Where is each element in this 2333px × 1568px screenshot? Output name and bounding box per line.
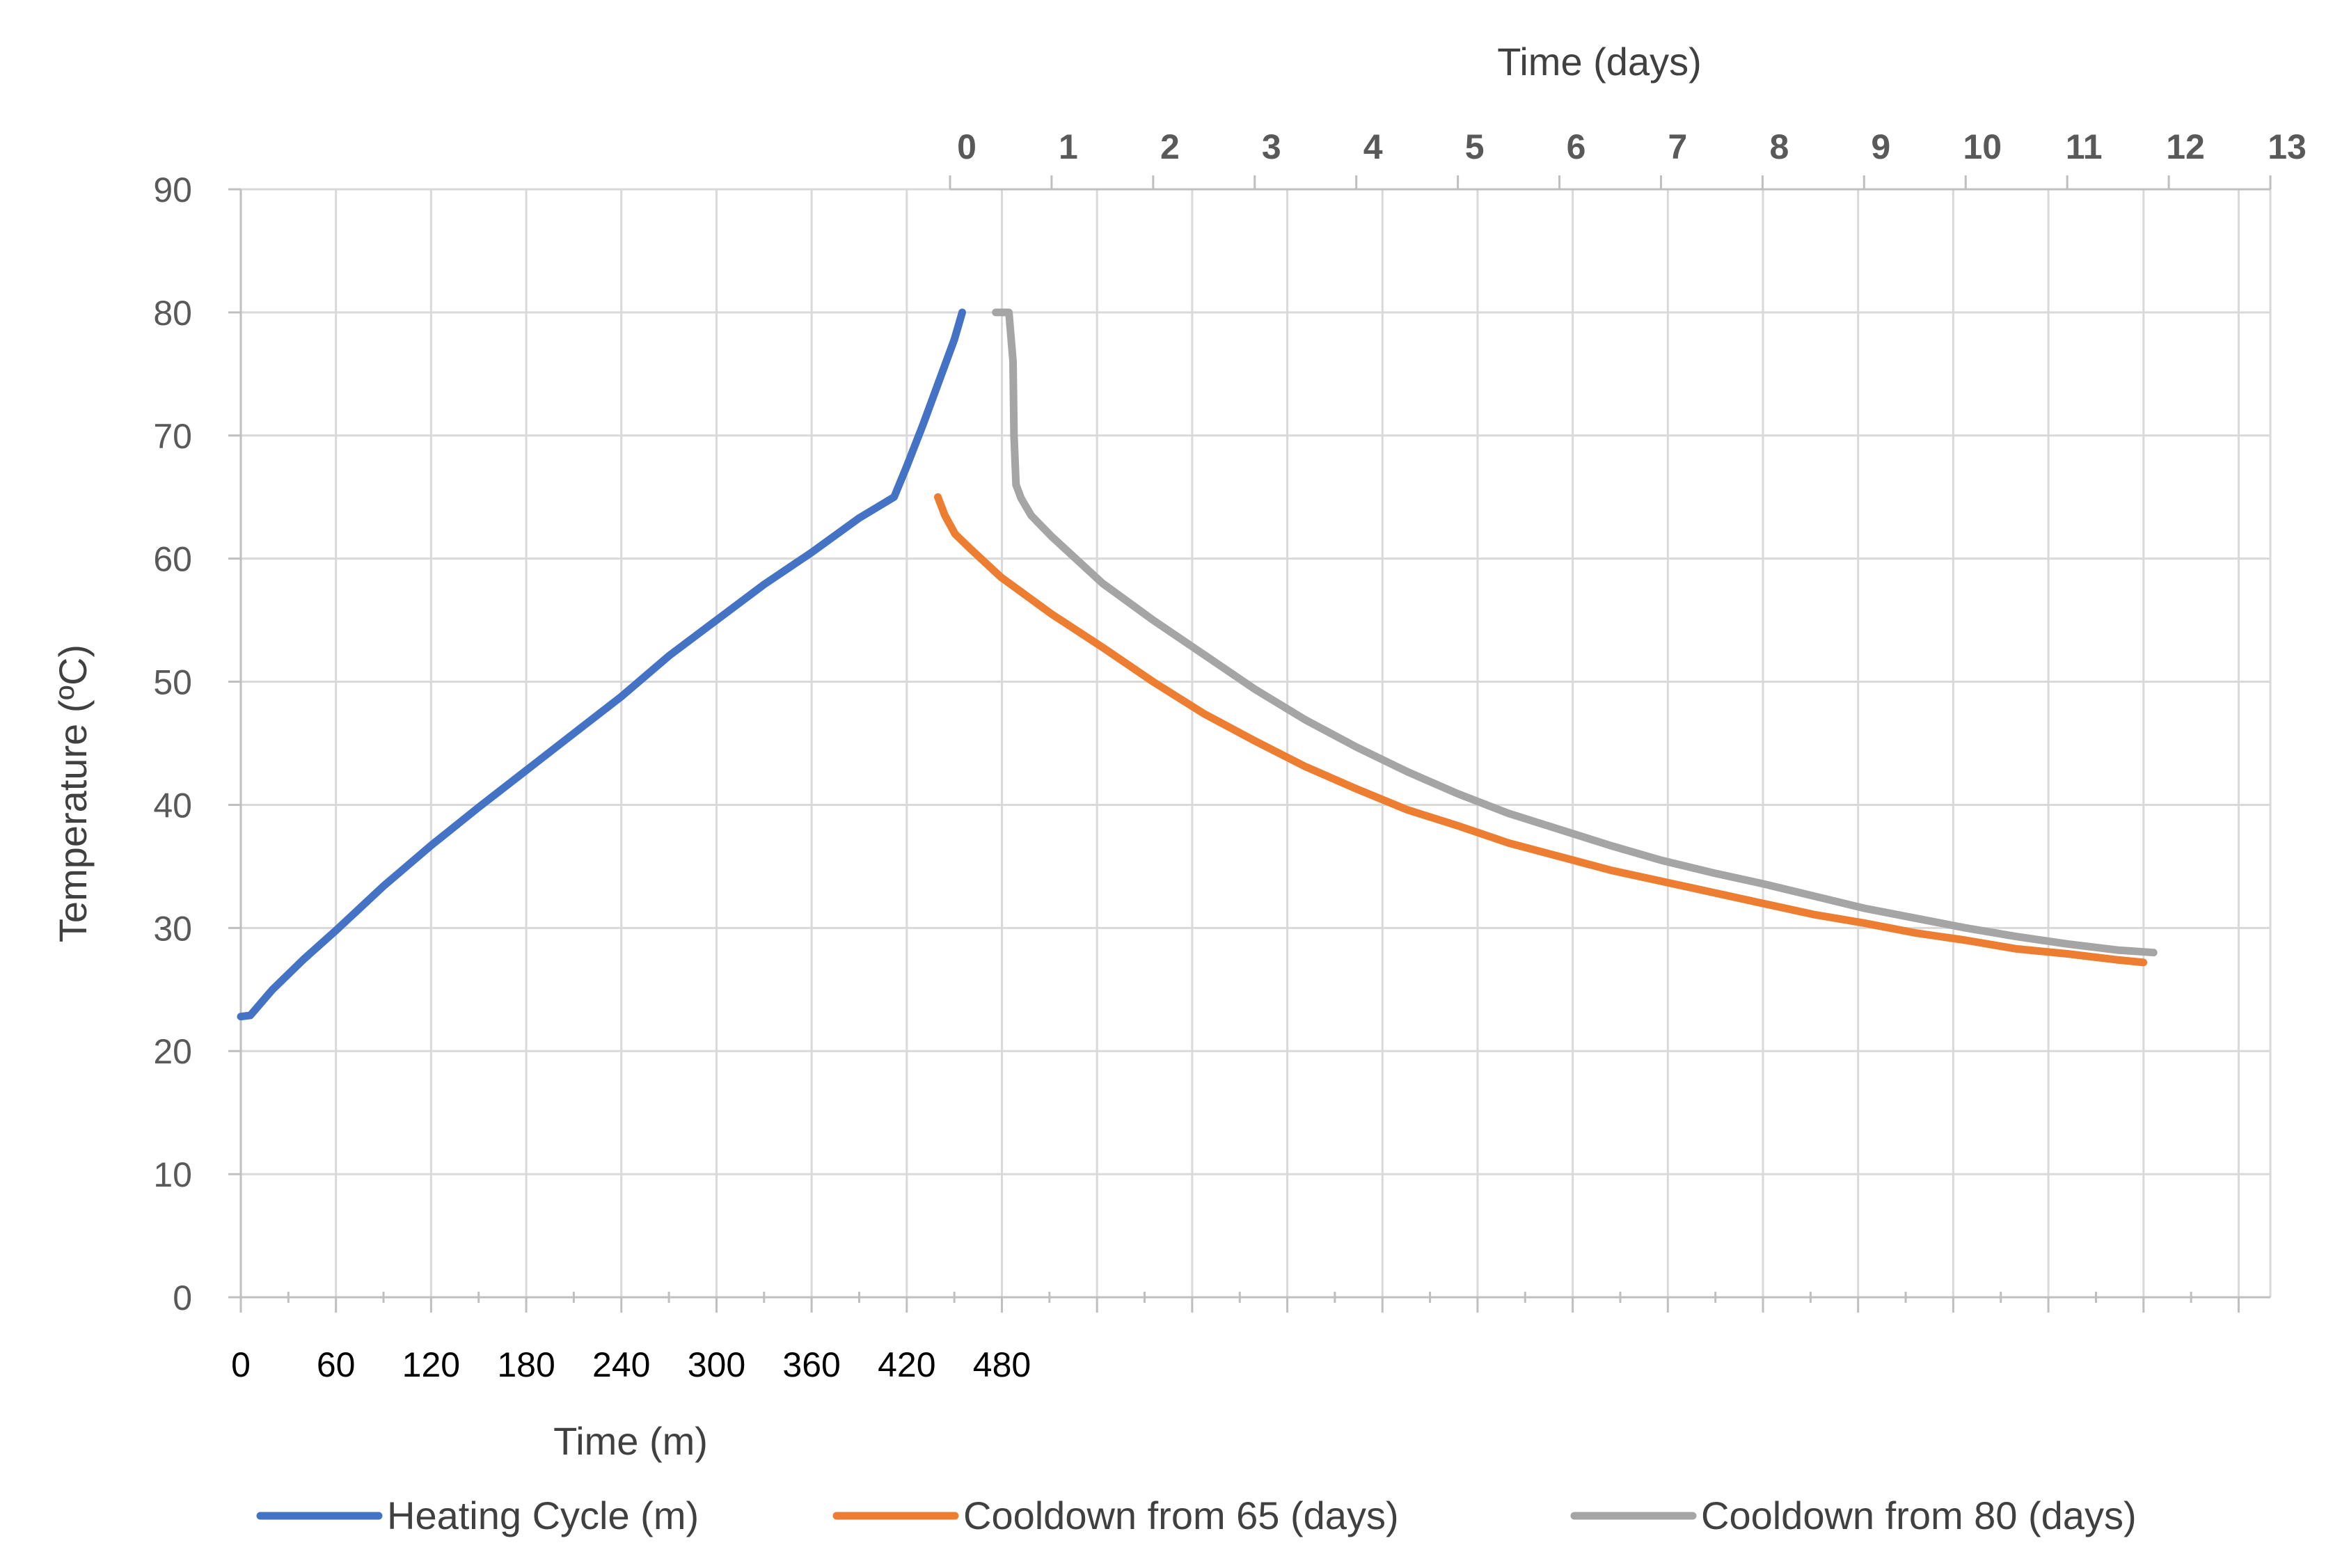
x-top-tick-label-5: 5 bbox=[1465, 127, 1485, 166]
x-axis-bottom-title: Time (m) bbox=[553, 1419, 708, 1463]
grid-lines bbox=[241, 188, 2272, 1297]
y-tick-label-50: 50 bbox=[153, 663, 192, 702]
y-tick-label-60: 60 bbox=[153, 540, 192, 579]
x-top-tick-label-10: 10 bbox=[1963, 127, 2002, 166]
x-bottom-tick-label-0: 0 bbox=[231, 1345, 251, 1384]
legend: Heating Cycle (m) Cooldown from 65 (days… bbox=[256, 1494, 2137, 1537]
series-line-0 bbox=[237, 308, 966, 1021]
legend-label-cooldown-65: Cooldown from 65 (days) bbox=[963, 1494, 1399, 1537]
x-top-tick-label-11: 11 bbox=[2066, 127, 2103, 166]
x-bottom-tick-label-300: 300 bbox=[688, 1345, 745, 1384]
y-tick-label-0: 0 bbox=[173, 1278, 192, 1317]
series-line-2 bbox=[992, 308, 2158, 957]
x-top-tick-label-0: 0 bbox=[957, 127, 976, 166]
x-bottom-tick-label-180: 180 bbox=[497, 1345, 555, 1384]
y-tick-label-20: 20 bbox=[153, 1032, 192, 1071]
y-tick-label-40: 40 bbox=[153, 786, 192, 825]
x-bottom-tick-label-120: 120 bbox=[402, 1345, 460, 1384]
y-axis-title: Temperature (ºC) bbox=[51, 644, 95, 942]
legend-label-cooldown-80: Cooldown from 80 (days) bbox=[1701, 1494, 2137, 1537]
x-bottom-tick-label-60: 60 bbox=[317, 1345, 356, 1384]
x-top-tick-label-12: 12 bbox=[2166, 127, 2205, 166]
legend-label-heating: Heating Cycle (m) bbox=[387, 1494, 699, 1537]
x-top-tick-label-2: 2 bbox=[1160, 127, 1180, 166]
y-tick-label-80: 80 bbox=[153, 294, 192, 333]
x-top-tick-label-7: 7 bbox=[1668, 127, 1688, 166]
x-bottom-tick-label-420: 420 bbox=[878, 1345, 935, 1384]
x-bottom-tick-label-480: 480 bbox=[973, 1345, 1031, 1384]
x-top-tick-label-1: 1 bbox=[1059, 127, 1078, 166]
y-tick-label-70: 70 bbox=[153, 417, 192, 456]
y-tick-label-90: 90 bbox=[153, 171, 192, 209]
x-axis-top-title: Time (days) bbox=[1497, 40, 1702, 84]
y-tick-label-30: 30 bbox=[153, 909, 192, 948]
axes bbox=[228, 175, 2272, 1313]
series-line-1 bbox=[934, 493, 2148, 967]
series-lines bbox=[237, 308, 2158, 1021]
x-top-tick-label-3: 3 bbox=[1262, 127, 1281, 166]
x-top-tick-label-6: 6 bbox=[1567, 127, 1586, 166]
x-bottom-tick-label-360: 360 bbox=[782, 1345, 840, 1384]
x-top-tick-label-13: 13 bbox=[2268, 127, 2307, 166]
x-top-tick-label-8: 8 bbox=[1769, 127, 1789, 166]
y-tick-label-10: 10 bbox=[153, 1155, 192, 1194]
x-top-tick-label-4: 4 bbox=[1363, 127, 1383, 166]
x-bottom-tick-label-240: 240 bbox=[592, 1345, 650, 1384]
x-top-tick-label-9: 9 bbox=[1871, 127, 1890, 166]
